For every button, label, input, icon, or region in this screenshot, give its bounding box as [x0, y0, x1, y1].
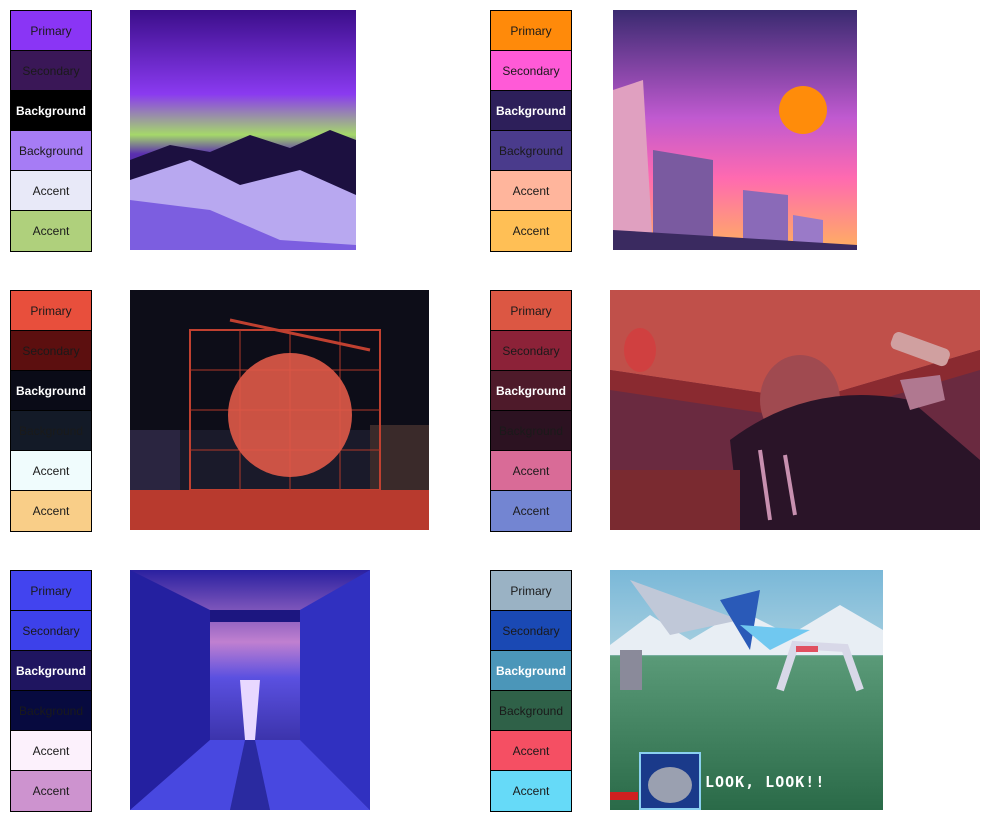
palette-4: Primary Secondary Background Background …: [490, 290, 572, 532]
pixel-game-image: LOOK, LOOK!!: [610, 570, 883, 810]
swatch-secondary: Secondary: [11, 51, 91, 91]
swatch-background-alt: Background: [11, 131, 91, 171]
swatch-accent-alt: Accent: [11, 771, 91, 811]
swatch-primary: Primary: [491, 291, 571, 331]
swatch-accent-alt: Accent: [491, 771, 571, 811]
swatch-background: Background: [491, 651, 571, 691]
swatch-accent: Accent: [11, 171, 91, 211]
swatch-primary: Primary: [11, 11, 91, 51]
swatch-background-alt: Background: [491, 691, 571, 731]
swatch-background-alt: Background: [491, 411, 571, 451]
swatch-accent: Accent: [11, 451, 91, 491]
swatch-accent-alt: Accent: [11, 491, 91, 531]
game-dialog-caption: LOOK, LOOK!!: [705, 773, 826, 791]
swatch-accent: Accent: [491, 451, 571, 491]
swatch-accent: Accent: [491, 171, 571, 211]
swatch-secondary: Secondary: [11, 611, 91, 651]
swatch-secondary: Secondary: [11, 331, 91, 371]
swatch-secondary: Secondary: [491, 51, 571, 91]
swatch-secondary: Secondary: [491, 611, 571, 651]
city-sunset-image: [613, 10, 857, 250]
swatch-accent-alt: Accent: [491, 211, 571, 251]
swatch-background: Background: [11, 651, 91, 691]
swatch-background-alt: Background: [11, 691, 91, 731]
swatch-primary: Primary: [11, 571, 91, 611]
swatch-primary: Primary: [11, 291, 91, 331]
person-under-table-image: [610, 290, 980, 530]
swatch-background: Background: [491, 91, 571, 131]
swatch-background: Background: [11, 91, 91, 131]
swatch-primary: Primary: [491, 571, 571, 611]
scaffold-sphere-image: [130, 290, 429, 530]
swatch-primary: Primary: [491, 11, 571, 51]
swatch-background-alt: Background: [11, 411, 91, 451]
swatch-secondary: Secondary: [491, 331, 571, 371]
aurora-mountain-image: [130, 10, 356, 250]
swatch-accent-alt: Accent: [491, 491, 571, 531]
swatch-background: Background: [491, 371, 571, 411]
swatch-background: Background: [11, 371, 91, 411]
blue-hallway-image: [130, 570, 370, 810]
swatch-accent-alt: Accent: [11, 211, 91, 251]
palette-1: Primary Secondary Background Background …: [10, 10, 92, 252]
palette-5: Primary Secondary Background Background …: [10, 570, 92, 812]
swatch-accent: Accent: [491, 731, 571, 771]
palette-3: Primary Secondary Background Background …: [10, 290, 92, 532]
palette-6: Primary Secondary Background Background …: [490, 570, 572, 812]
palette-2: Primary Secondary Background Background …: [490, 10, 572, 252]
swatch-background-alt: Background: [491, 131, 571, 171]
swatch-accent: Accent: [11, 731, 91, 771]
